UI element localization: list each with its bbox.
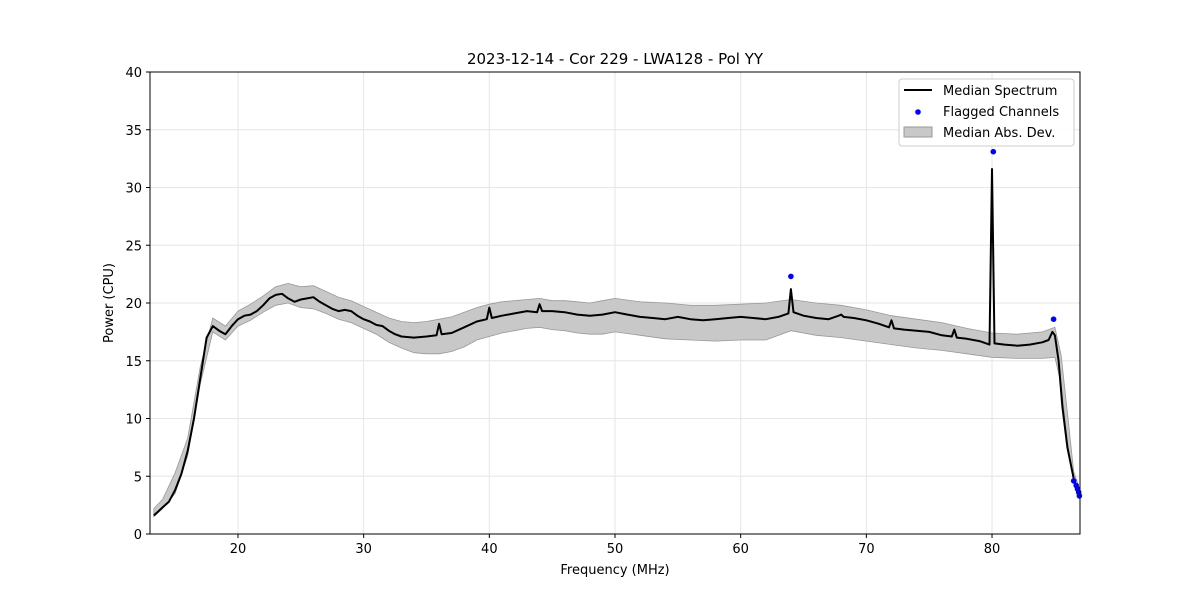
y-tick-label: 30 — [125, 182, 142, 197]
legend-label-flagged: Flagged Channels — [943, 105, 1059, 120]
x-tick-label: 80 — [984, 542, 1001, 557]
x-tick-label: 70 — [858, 542, 875, 557]
legend-box — [898, 78, 1075, 147]
y-tick-label: 25 — [125, 239, 142, 254]
y-tick-label: 0 — [134, 528, 142, 543]
flagged-channel-point — [1076, 493, 1083, 499]
flagged-channels-series — [788, 148, 1083, 499]
median-spectrum-series — [153, 168, 1081, 517]
y-tick-label: 5 — [134, 470, 142, 485]
chart-title: 2023-12-14 - Cor 229 - LWA128 - Pol YY — [467, 50, 764, 68]
flagged-channel-point — [1070, 478, 1077, 484]
legend-label-mad: Median Abs. Dev. — [943, 126, 1055, 141]
x-tick-label: 20 — [230, 542, 247, 557]
legend: Median Spectrum Flagged Channels Median … — [898, 78, 1075, 147]
y-tick-label: 20 — [125, 297, 142, 312]
legend-band-swatch — [903, 126, 933, 138]
y-axis-ticks: 0 5 10 15 20 25 30 35 40 — [125, 66, 150, 543]
flagged-channel-point — [788, 273, 794, 280]
y-tick-label: 40 — [125, 66, 142, 81]
x-tick-label: 40 — [481, 542, 498, 557]
x-tick-label: 60 — [732, 542, 749, 557]
median-spectrum-line — [153, 168, 1081, 517]
legend-label-median: Median Spectrum — [943, 84, 1057, 99]
x-axis-ticks: 20 30 40 50 60 70 80 — [230, 534, 1001, 557]
x-tick-label: 30 — [355, 542, 372, 557]
y-tick-label: 10 — [125, 413, 142, 428]
y-tick-label: 15 — [125, 355, 142, 370]
x-tick-label: 50 — [607, 542, 624, 557]
y-axis-label: Power (CPU) — [102, 263, 117, 343]
flagged-channel-point — [990, 148, 997, 155]
y-tick-label: 35 — [125, 124, 142, 139]
legend-dot-swatch — [915, 109, 921, 115]
x-axis-label: Frequency (MHz) — [560, 563, 669, 578]
flagged-channel-point — [1050, 316, 1057, 323]
